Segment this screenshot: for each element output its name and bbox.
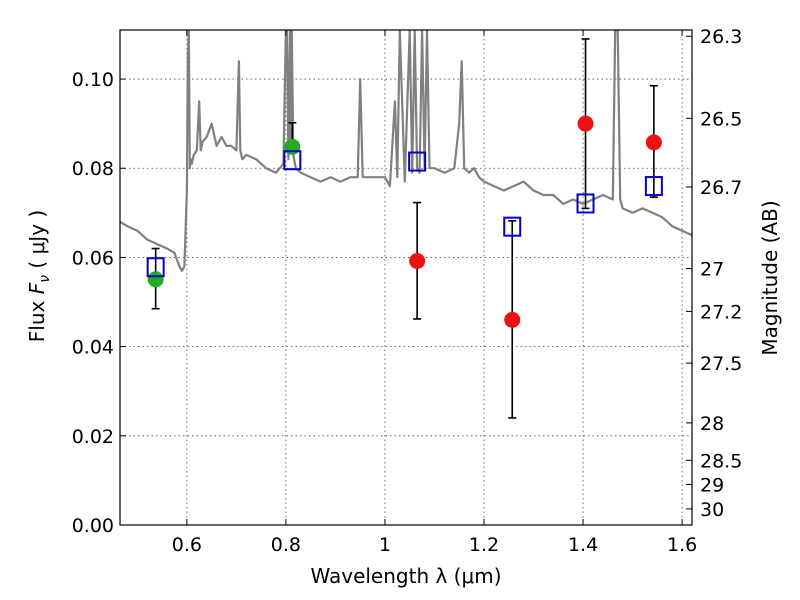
- x-tick-label: 1.6: [667, 534, 697, 556]
- data-point: [577, 115, 594, 132]
- grid: [120, 30, 692, 525]
- x-tick-label: 1: [379, 534, 391, 556]
- y2-tick-label: 29: [700, 474, 724, 496]
- y-tick-label: 0.08: [72, 158, 114, 180]
- y2-tick-label: 26.5: [700, 108, 742, 130]
- y-axis-label-subscript: ν: [37, 275, 53, 283]
- y2-tick-label: 28.5: [700, 450, 742, 472]
- y-axis-label-symbol: F: [25, 282, 49, 294]
- y2-tick-label: 30: [700, 499, 724, 521]
- spectrum-line: [120, 30, 692, 272]
- model-square: [146, 257, 165, 278]
- x-tick-label: 0.8: [271, 534, 301, 556]
- tick-labels: 0.6 0.8 1 1.2 1.4 1.6 0.00 0.02 0.04 0.06 0.08 0.10…: [72, 26, 743, 556]
- data-point: [284, 138, 301, 155]
- y-tick-label: 0.04: [72, 337, 114, 359]
- data-point: [409, 253, 426, 269]
- y2-axis-label: Magnitude (AB): [758, 200, 782, 355]
- error-bars: [151, 38, 658, 419]
- y-axis-label-suffix: ( μJy ): [25, 210, 49, 275]
- y-axis-label-prefix: Flux: [25, 294, 49, 342]
- data-point: [504, 311, 521, 328]
- model-square: [503, 216, 522, 237]
- y2-tick-label: 27.5: [700, 353, 742, 375]
- model-square: [576, 193, 595, 214]
- x-tick-label: 1.2: [469, 534, 499, 556]
- y2-tick-label: 26.3: [700, 26, 742, 48]
- y-tick-label: 0.10: [72, 69, 114, 91]
- data-point: [645, 134, 662, 151]
- data-point: [147, 271, 164, 288]
- y2-tick-label: 28: [700, 413, 724, 435]
- x-tick-label: 0.6: [172, 534, 202, 556]
- y2-tick-label: 26.7: [700, 177, 742, 199]
- y2-tick-label: 27.2: [700, 301, 742, 323]
- y2-tick-label: 27: [700, 259, 724, 281]
- y-tick-label: 0.06: [72, 247, 114, 269]
- x-tick-label: 1.4: [568, 534, 598, 556]
- model-square: [408, 151, 427, 172]
- x-axis-label: Wavelength λ (μm): [310, 564, 501, 588]
- model-spectrum: [120, 30, 692, 272]
- data-points: [146, 115, 663, 328]
- y-tick-label: 0.02: [72, 426, 114, 448]
- model-square: [644, 176, 663, 197]
- model-square: [283, 150, 302, 171]
- y-axis-label: Flux Fν ( μJy ): [25, 210, 53, 342]
- axis-ticks: [120, 30, 692, 526]
- y-tick-label: 0.00: [72, 515, 114, 537]
- plot-frame: [119, 29, 693, 526]
